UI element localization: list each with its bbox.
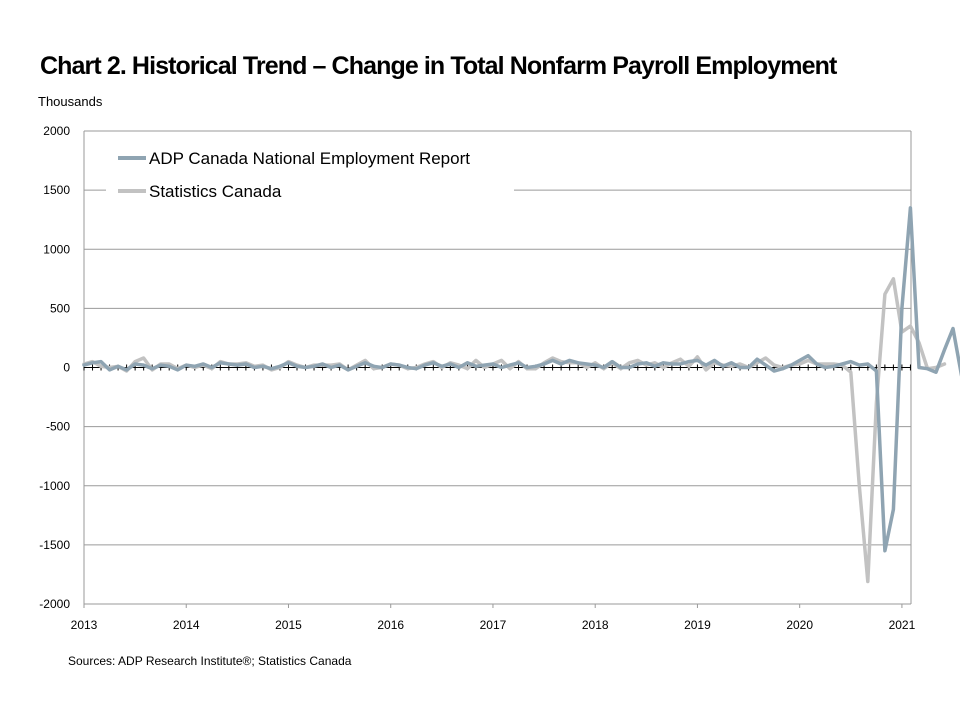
y-tick-label: -1500	[39, 538, 70, 552]
y-tick-label: 1000	[43, 242, 70, 256]
y-axis-ticks: 2000 1500 1000 500 0 -500 -1000 -1500 -2000	[39, 124, 70, 611]
y-tick-label: -2000	[39, 597, 70, 611]
y-axis-unit-label: Thousands	[38, 94, 103, 109]
source-note: Sources: ADP Research Institute®; Statis…	[68, 654, 352, 668]
legend-label-statistics-canada: Statistics Canada	[149, 182, 282, 201]
x-tick-label: 2014	[173, 618, 200, 632]
x-tick-label: 2021	[889, 618, 916, 632]
y-tick-label: 2000	[43, 124, 70, 138]
series-line-statistics-canada	[82, 277, 947, 584]
series-line-adp	[82, 206, 960, 553]
x-tick-label: 2015	[275, 618, 302, 632]
y-tick-label: 500	[50, 301, 70, 315]
y-tick-label: 0	[63, 361, 70, 375]
x-tick-label: 2013	[71, 618, 98, 632]
y-tick-label: -1000	[39, 479, 70, 493]
x-axis-ticks: 2013 2014 2015 2016 2017 2018 2019 2020 2021	[71, 604, 916, 632]
x-tick-label: 2017	[480, 618, 507, 632]
chart-title: Chart 2. Historical Trend – Change in To…	[40, 52, 837, 80]
x-tick-label: 2020	[786, 618, 813, 632]
legend: ADP Canada National Employment Report Sta…	[106, 141, 514, 205]
gridlines	[83, 130, 912, 605]
x-tick-label: 2018	[582, 618, 609, 632]
x-tick-label: 2019	[684, 618, 711, 632]
legend-box	[106, 141, 514, 205]
series-lines	[82, 206, 960, 584]
legend-label-adp: ADP Canada National Employment Report	[149, 149, 470, 168]
x-tick-label: 2016	[377, 618, 404, 632]
y-tick-label: 1500	[43, 183, 70, 197]
y-tick-label: -500	[46, 420, 70, 434]
